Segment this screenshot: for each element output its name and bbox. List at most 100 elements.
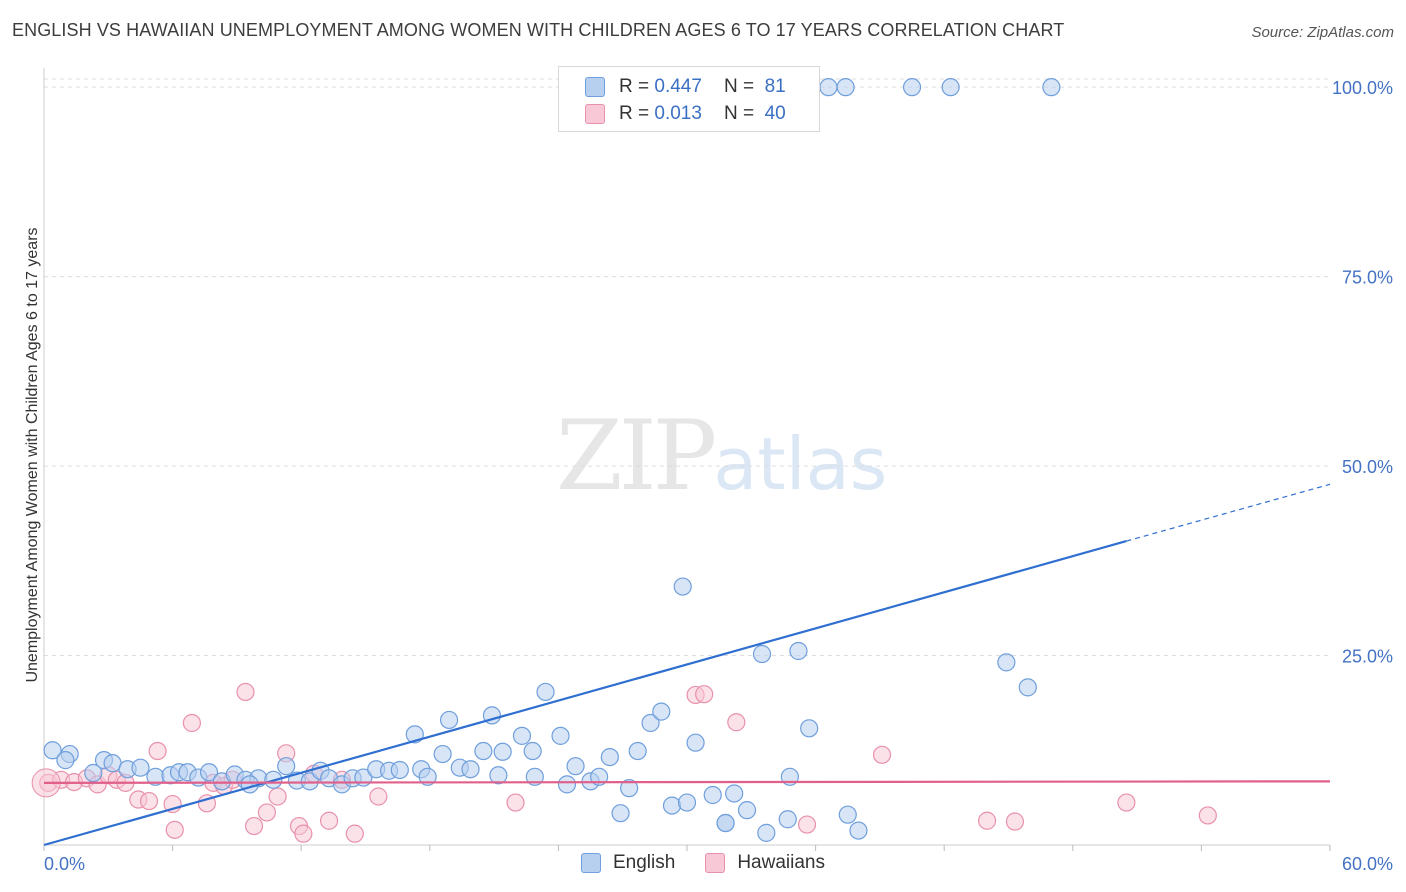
english-point: [641, 713, 660, 733]
hawaiian-point: [139, 791, 159, 811]
english-swatch: [585, 77, 605, 97]
axes: 25.0% 50.0% 75.0% 100.0% 0.0% 60.0%: [43, 68, 1393, 874]
english-point: [240, 775, 259, 794]
english-point: [523, 741, 542, 761]
english-point: [56, 751, 75, 770]
english-point: [433, 744, 452, 764]
english-point: [673, 577, 692, 596]
hawaiian-n-value: 40: [764, 103, 786, 124]
english-point: [611, 804, 630, 823]
english-point: [725, 784, 744, 803]
english-point: [1018, 678, 1037, 697]
english-point: [789, 641, 808, 661]
english-point: [512, 726, 532, 745]
english-point: [778, 810, 797, 829]
english-point: [1042, 78, 1061, 97]
english-point: [557, 775, 577, 794]
english-point: [131, 758, 150, 777]
watermark: ZIPatlas: [556, 400, 887, 512]
hawaiian-point: [148, 741, 167, 761]
english-point: [418, 767, 437, 786]
english-point: [716, 813, 735, 833]
hawaiian-point: [727, 713, 746, 732]
english-point: [590, 767, 609, 786]
english-point: [997, 653, 1016, 672]
source-label: Source: ZipAtlas.com: [1251, 24, 1394, 41]
y-axis-label: Unemployment Among Women with Children A…: [24, 227, 41, 682]
english-n-value: 81: [764, 76, 786, 97]
english-point: [849, 821, 868, 840]
hawaiian-point: [369, 787, 388, 806]
english-n-label: N =: [723, 76, 755, 97]
y-tick-label: 100.0%: [1332, 78, 1393, 98]
english-point: [941, 78, 960, 97]
hawaiians-legend-label: Hawaiians: [737, 852, 825, 873]
series-legend: English Hawaiians: [0, 852, 1406, 874]
english-point: [390, 760, 409, 780]
hawaiian-point: [268, 787, 287, 806]
english-point: [277, 757, 296, 776]
hawaiian-point: [1117, 793, 1136, 812]
watermark-zip: ZIP: [556, 400, 717, 512]
hawaiian-point: [345, 824, 364, 843]
english-point: [652, 702, 671, 721]
hawaiian-point: [797, 815, 817, 834]
english-point: [43, 741, 62, 760]
english-point: [489, 766, 508, 785]
hawaiian-point: [257, 803, 277, 822]
english-point: [566, 757, 585, 776]
grid: [44, 78, 1330, 657]
hawaiian-point: [244, 816, 264, 836]
english-point: [838, 805, 857, 824]
hawaiian-point: [294, 824, 313, 843]
english-point: [461, 760, 480, 779]
english-point: [677, 793, 697, 812]
watermark-atlas: atlas: [713, 422, 888, 506]
english-point: [902, 78, 922, 97]
hawaiian-trend-line: [43, 780, 1331, 784]
english-point: [525, 767, 544, 786]
hawaiian-point: [1198, 806, 1217, 825]
english-legend-label: English: [613, 852, 676, 873]
chart-title: ENGLISH VS HAWAIIAN UNEMPLOYMENT AMONG W…: [12, 20, 1065, 40]
english-trend-extension: [1126, 483, 1331, 542]
hawaiian-swatch: [585, 104, 605, 124]
points: [31, 78, 1217, 843]
legend-row-hawaiian: R = 0.013 N = 40: [585, 102, 786, 126]
english-point: [757, 823, 776, 842]
english-point: [439, 710, 459, 730]
hawaiians-legend-swatch: [705, 853, 726, 873]
y-tick-label: 25.0%: [1342, 647, 1393, 667]
hawaiian-r-value: 0.013: [654, 103, 702, 124]
english-point: [84, 763, 103, 783]
english-point: [800, 719, 819, 738]
hawaiian-point: [1005, 812, 1025, 831]
english-point: [662, 796, 682, 815]
hawaiian-point: [236, 682, 255, 702]
hawaiian-point: [506, 793, 525, 812]
hawaiian-point: [695, 685, 714, 704]
hawaiian-point: [165, 820, 184, 839]
english-point: [703, 785, 722, 805]
english-point: [686, 733, 705, 752]
english-r-value: 0.447: [654, 76, 702, 97]
legend-hawaiians[interactable]: Hawaiians: [705, 852, 825, 874]
legend-row-english: R = 0.447 N = 81: [585, 75, 786, 99]
y-tick-label: 50.0%: [1342, 457, 1393, 477]
english-point: [628, 741, 647, 761]
english-point: [551, 726, 570, 745]
english-legend-swatch: [581, 853, 601, 873]
english-point: [752, 644, 772, 664]
english-point: [620, 779, 639, 798]
english-point: [199, 763, 219, 782]
hawaiian-point: [182, 713, 201, 733]
hawaiian-point: [872, 745, 892, 764]
correlation-legend: R = 0.447 N = 81 R = 0.013 N = 40: [558, 66, 820, 132]
english-point: [819, 78, 838, 97]
english-point: [600, 747, 619, 767]
english-point: [493, 742, 512, 761]
x-tick-label-min: 0.0%: [44, 854, 85, 874]
legend-english[interactable]: English: [581, 852, 675, 874]
trend-lines: [43, 483, 1331, 847]
